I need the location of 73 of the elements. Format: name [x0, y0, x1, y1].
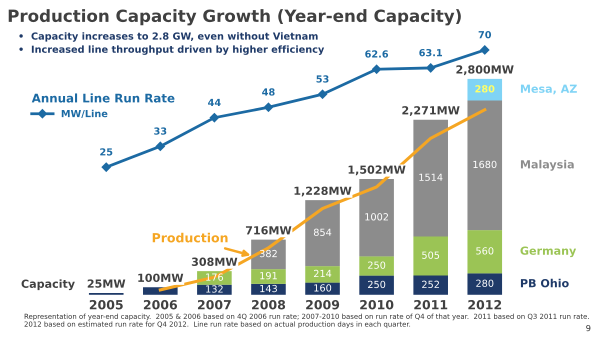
bar [467, 273, 502, 295]
x-tick-label: 2007 [198, 300, 231, 310]
data-label: 280 [476, 280, 494, 287]
data-label: 252 [422, 280, 439, 288]
total-label: 100MW [138, 274, 184, 282]
total-label: 2,271MW [402, 106, 460, 116]
data-label: 176 [206, 273, 224, 281]
bar [413, 120, 448, 237]
total-label: 1,228MW [294, 186, 352, 196]
point [318, 90, 328, 99]
x-tick-label: 2012 [468, 300, 502, 310]
total-label: 308MW [192, 258, 238, 266]
legend-title: Annual Line Run Rate [32, 93, 174, 103]
data-label: 33 [154, 127, 166, 135]
series-label: Mesa, AZ [520, 84, 577, 94]
data-label: 25 [100, 148, 112, 156]
data-label: 63.1 [419, 48, 442, 56]
series-label: Malaysia [520, 160, 574, 171]
bar [251, 269, 286, 284]
x-tick-label: 2011 [414, 300, 448, 310]
data-label: 1002 [365, 213, 388, 221]
text: • Capacity increases to 2.8 GW, even without Vietnam • Increased line throughput driven by higher efficiency [19, 32, 324, 55]
data-label: 44 [208, 98, 221, 106]
bar [359, 276, 394, 295]
bar [467, 230, 502, 274]
x-tick-label: 2009 [306, 300, 340, 310]
legend-label: MW/Line [62, 110, 108, 118]
x-tick-label: 2008 [252, 300, 286, 310]
bar [413, 236, 448, 276]
bar [305, 200, 340, 266]
point [210, 113, 220, 122]
point [264, 102, 274, 112]
bar [413, 275, 448, 295]
data-label: 53 [316, 75, 329, 83]
total-label: 2,800MW [456, 65, 514, 76]
data-label: 505 [422, 251, 440, 259]
data-label: 70 [478, 31, 492, 38]
x-tick-label: 2010 [360, 300, 394, 310]
data-label: 143 [260, 284, 277, 292]
data-label: 132 [206, 285, 223, 293]
series-label: Production [152, 232, 228, 242]
text: 9 [586, 324, 590, 332]
total-label: 716MW [246, 226, 292, 234]
bar [359, 179, 394, 256]
text: Capacity [22, 279, 75, 290]
data-label: 280 [475, 85, 494, 93]
total-label: 25MW [88, 279, 126, 288]
data-label: 382 [260, 250, 277, 258]
data-label: 214 [314, 270, 332, 278]
data-label: 250 [368, 280, 386, 288]
total-label: 1,502MW [348, 165, 406, 176]
point [426, 63, 436, 73]
data-label: 191 [260, 272, 277, 280]
data-label: 1514 [419, 174, 443, 181]
x-tick-label: 2006 [144, 300, 178, 310]
data-label: 62.6 [365, 50, 388, 58]
bar [359, 256, 394, 276]
x-tick-label: 2005 [90, 300, 123, 310]
bar [305, 266, 340, 283]
point [480, 45, 490, 55]
data-label: 1680 [473, 160, 496, 168]
text: Production Capacity Growth (Year-end Capacity) [8, 9, 461, 26]
data-label: 250 [368, 261, 386, 269]
data-label: 560 [476, 247, 494, 255]
data-label: 48 [262, 88, 275, 96]
series-label: Germany [520, 246, 576, 258]
data-label: 854 [314, 228, 332, 236]
data-label: 160 [314, 284, 332, 292]
series-label: PB Ohio [520, 278, 569, 288]
bar [467, 100, 502, 230]
point [156, 142, 165, 151]
point [102, 162, 111, 172]
point [372, 64, 382, 74]
